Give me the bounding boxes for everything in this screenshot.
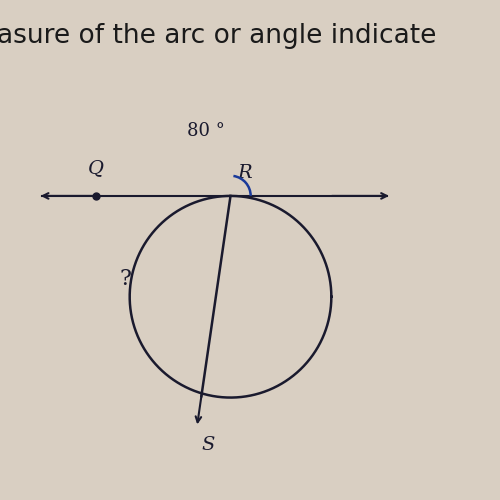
Text: ?: ? (120, 268, 131, 290)
Text: S: S (201, 436, 214, 454)
Text: Q: Q (88, 159, 104, 177)
Text: asure of the arc or angle indicate: asure of the arc or angle indicate (0, 24, 437, 50)
Text: R: R (238, 164, 252, 182)
Text: 80 °: 80 ° (187, 122, 225, 140)
